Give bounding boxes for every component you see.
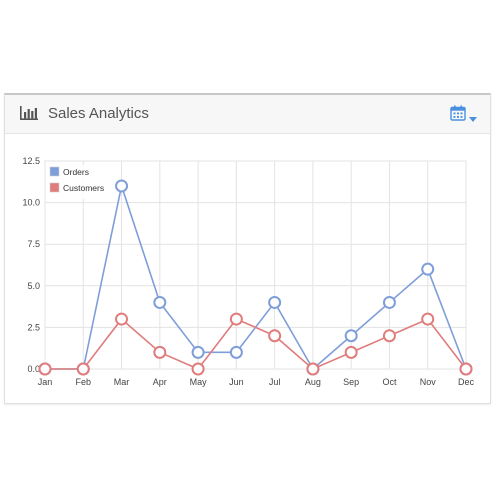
x-tick-label: Dec <box>458 377 475 387</box>
data-point-customers[interactable] <box>382 329 396 343</box>
y-tick-label: 5.0 <box>27 281 40 291</box>
data-point-customers[interactable] <box>344 345 358 359</box>
data-point-orders[interactable] <box>115 179 129 193</box>
x-tick-label: Jun <box>229 377 244 387</box>
x-tick-label: Sep <box>343 377 359 387</box>
sales-analytics-widget: Sales Analytics <box>4 93 491 404</box>
date-range-dropdown-button[interactable] <box>450 104 480 124</box>
x-tick-label: Jul <box>269 377 281 387</box>
legend-swatch-orders <box>49 166 60 177</box>
y-tick-label: 2.5 <box>27 322 40 332</box>
data-point-customers[interactable] <box>153 345 167 359</box>
data-point-orders[interactable] <box>268 295 282 309</box>
series-line-customers <box>45 317 467 370</box>
data-point-customers[interactable] <box>191 362 205 376</box>
widget-title: Sales Analytics <box>48 105 149 122</box>
legend-label-orders: Orders <box>63 167 89 177</box>
widget-header: Sales Analytics <box>5 95 490 134</box>
x-tick-label: Aug <box>305 377 321 387</box>
data-point-customers[interactable] <box>421 312 435 326</box>
data-point-orders[interactable] <box>153 295 167 309</box>
data-point-orders[interactable] <box>421 262 435 276</box>
data-point-customers[interactable] <box>459 362 473 376</box>
data-point-customers[interactable] <box>38 362 52 376</box>
data-point-customers[interactable] <box>229 312 243 326</box>
x-tick-label: Jan <box>38 377 53 387</box>
x-tick-label: Oct <box>382 377 397 387</box>
chart-svg: 0.0 2.5 5.0 7.5 10.0 12.5 Jan Feb Mar Apr May Jun Ju… <box>22 156 475 387</box>
x-tick-label: Nov <box>420 377 437 387</box>
y-tick-label: 10.0 <box>22 198 40 208</box>
legend-label-customers: Customers <box>63 183 104 193</box>
sales-line-chart: 0.0 2.5 5.0 7.5 10.0 12.5 Jan Feb Mar Apr May Jun Ju… <box>5 134 490 402</box>
x-tick-label: Apr <box>153 377 167 387</box>
legend-swatch-customers <box>49 182 60 193</box>
chevron-down-icon <box>469 110 477 128</box>
data-point-orders[interactable] <box>382 295 396 309</box>
x-tick-label: Feb <box>76 377 92 387</box>
calendar-icon <box>450 105 466 126</box>
y-tick-label: 12.5 <box>22 156 40 166</box>
y-tick-label: 7.5 <box>27 239 40 249</box>
data-point-orders[interactable] <box>229 345 243 359</box>
data-point-orders[interactable] <box>344 329 358 343</box>
data-point-customers[interactable] <box>306 362 320 376</box>
data-point-customers[interactable] <box>76 362 90 376</box>
x-tick-label: Mar <box>114 377 130 387</box>
data-point-customers[interactable] <box>115 312 129 326</box>
y-tick-label: 0.0 <box>27 364 40 374</box>
bar-chart-icon <box>20 106 38 120</box>
x-tick-label: May <box>190 377 208 387</box>
data-point-orders[interactable] <box>191 345 205 359</box>
data-point-customers[interactable] <box>268 329 282 343</box>
